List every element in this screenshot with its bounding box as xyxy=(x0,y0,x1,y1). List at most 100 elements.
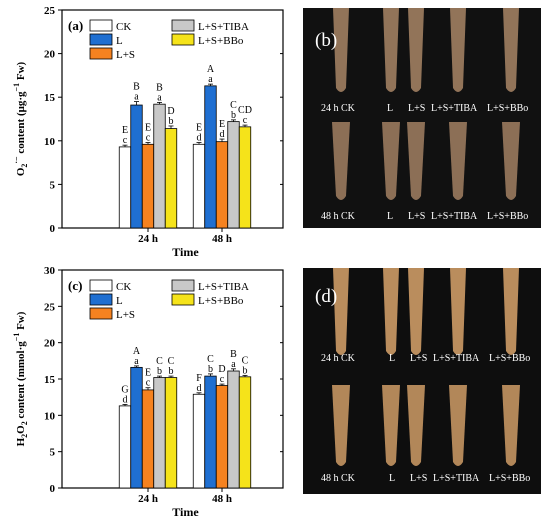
bar-L+S+TIBA-48 h xyxy=(227,370,240,489)
x-tick-label: 24 h xyxy=(138,233,158,245)
photo-b-label-top-1: L xyxy=(387,103,394,114)
legend-label: CK xyxy=(116,21,131,33)
significance-lower: c xyxy=(220,374,225,385)
photo-d-label-top-2: L+S xyxy=(410,353,428,364)
legend-label: L+S xyxy=(116,49,135,61)
legend-swatch xyxy=(171,19,195,32)
bar-L+S-48 h xyxy=(215,141,229,229)
root-top xyxy=(333,268,349,355)
root-photo-b: (b) 24 h CK L L+S L+S+TIBA L+S+BBo 48 h … xyxy=(303,8,541,228)
photo-d-label-top-3: L+S+TIBA xyxy=(433,353,480,364)
photo-d-label-bottom-4: L+S+BBo xyxy=(489,473,531,484)
photo-b-panel-label: (b) xyxy=(315,30,338,51)
significance-upper: F xyxy=(196,373,202,384)
bar-L+S-24 h xyxy=(141,389,155,489)
bar-L+S+BBo-24 h xyxy=(164,128,178,229)
significance-upper: C xyxy=(230,100,237,111)
root-top xyxy=(383,268,399,355)
photo-b-label-bottom-3: L+S+TIBA xyxy=(431,211,478,222)
y-tick-label: 10 xyxy=(44,136,56,148)
bar-CK-24 h xyxy=(118,405,132,489)
significance-lower: b xyxy=(208,364,213,375)
root-bottom xyxy=(382,385,400,466)
root-bottom xyxy=(407,385,425,466)
root-bottom xyxy=(449,385,467,466)
root-top xyxy=(383,8,399,92)
legend-label: L xyxy=(116,295,123,307)
y-tick-label: 15 xyxy=(44,92,56,104)
significance-lower: b xyxy=(231,110,236,121)
x-axis-label: Time xyxy=(172,505,199,519)
chart-1: 0 5 10 15 20 25 30 H2O2 content (mmol·g−1 Fw) 24… xyxy=(12,265,284,519)
significance-upper: C xyxy=(207,354,214,365)
significance-upper: B xyxy=(230,349,237,360)
significance-upper: D xyxy=(218,364,225,375)
y-tick-label: 20 xyxy=(44,338,56,350)
photo-b-label-bottom-0: 48 h CK xyxy=(321,211,355,222)
significance-upper: D xyxy=(167,106,174,117)
significance-upper: E xyxy=(196,123,202,134)
legend-swatch xyxy=(89,279,113,292)
root-top xyxy=(450,268,466,355)
root-bottom xyxy=(332,122,350,200)
photo-b-label-bottom-2: L+S xyxy=(408,211,426,222)
significance-upper: C xyxy=(168,356,175,367)
photo-d-label-bottom-2: L+S xyxy=(410,473,428,484)
bar-L-48 h xyxy=(204,375,217,489)
photo-d-label-bottom-1: L xyxy=(389,473,396,484)
bar-L+S-48 h xyxy=(215,385,229,489)
y-tick-label: 5 xyxy=(50,179,56,191)
bar-L+S+BBo-48 h xyxy=(238,376,252,489)
root-photo-d-roots xyxy=(303,268,541,494)
significance-lower: b xyxy=(243,365,248,376)
legend-label: L+S xyxy=(116,309,135,321)
legend-label: L+S+TIBA xyxy=(198,281,249,293)
legend-label: L+S+BBo xyxy=(198,295,244,307)
significance-lower: c xyxy=(123,135,128,146)
significance-lower: b xyxy=(157,366,162,377)
significance-upper: CD xyxy=(238,105,252,116)
bar-L-48 h xyxy=(204,85,217,229)
significance-lower: d xyxy=(197,133,202,144)
chart-0: 0 5 10 15 20 25 O2·− content (μg·g−1 Fw) 24 h 48… xyxy=(12,5,284,259)
significance-lower: d xyxy=(197,383,202,394)
legend-swatch xyxy=(89,47,113,60)
bar-L+S+TIBA-24 h xyxy=(153,377,166,489)
root-top xyxy=(503,268,519,355)
x-axis-label: Time xyxy=(172,245,199,259)
root-top xyxy=(450,8,466,92)
legend-swatch xyxy=(171,293,195,306)
legend-swatch xyxy=(171,279,195,292)
significance-upper: B xyxy=(133,82,140,93)
significance-lower: a xyxy=(134,356,139,367)
significance-lower: c xyxy=(146,378,151,389)
legend-label: L xyxy=(116,35,123,47)
significance-lower: c xyxy=(243,115,248,126)
significance-upper: E xyxy=(145,368,151,379)
significance-lower: a xyxy=(157,92,162,103)
legend-label: CK xyxy=(116,281,131,293)
bar-L+S+BBo-24 h xyxy=(164,377,178,489)
root-bottom xyxy=(382,122,400,200)
x-tick-label: 48 h xyxy=(212,493,232,505)
photo-b-label-top-4: L+S+BBo xyxy=(487,103,529,114)
photo-b-label-top-3: L+S+TIBA xyxy=(431,103,478,114)
significance-upper: A xyxy=(207,64,215,75)
y-tick-label: 25 xyxy=(44,5,56,17)
y-axis-label: H2O2 content (mmol·g−1 Fw) xyxy=(12,311,29,446)
legend-swatch xyxy=(171,33,195,46)
root-top xyxy=(503,8,519,92)
significance-lower: b xyxy=(169,116,174,127)
root-bottom xyxy=(449,122,467,200)
y-tick-label: 10 xyxy=(44,410,56,422)
photo-d-label-top-4: L+S+BBo xyxy=(489,353,531,364)
y-tick-label: 20 xyxy=(44,49,56,61)
root-photo-b-roots xyxy=(303,8,541,228)
x-tick-label: 48 h xyxy=(212,233,232,245)
significance-upper: E xyxy=(219,119,225,130)
significance-upper: G xyxy=(121,384,128,395)
significance-lower: c xyxy=(146,133,151,144)
y-axis-label: O2·− content (μg·g−1 Fw) xyxy=(12,61,29,176)
legend-label: L+S+TIBA xyxy=(198,21,249,33)
